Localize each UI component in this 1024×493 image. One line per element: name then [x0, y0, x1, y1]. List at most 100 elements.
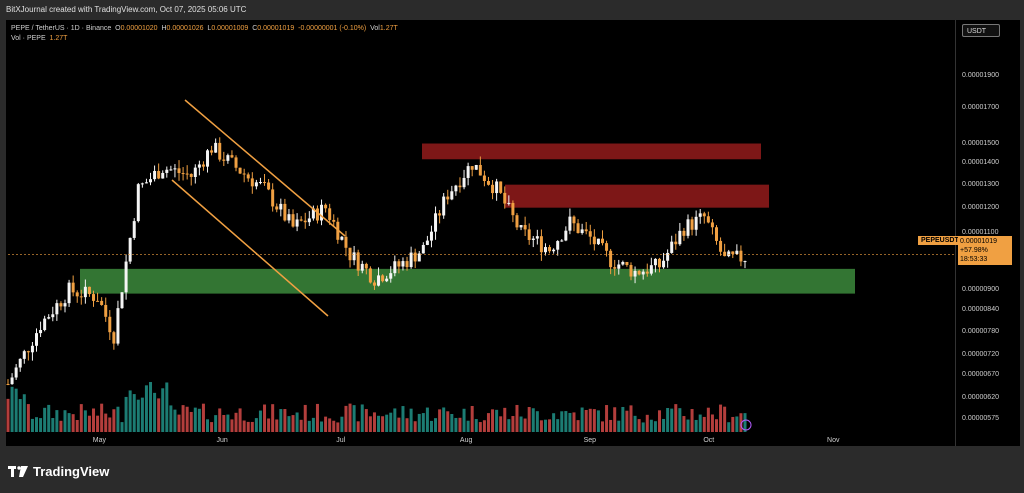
volume-bar: [222, 414, 226, 432]
volume-bar: [96, 415, 100, 432]
candle-body: [576, 223, 580, 234]
month-label: Sep: [583, 437, 597, 444]
volume-bar: [153, 392, 157, 432]
candle-body: [637, 270, 641, 275]
volume-bar: [275, 419, 279, 432]
volume-bar: [568, 412, 572, 432]
volume-bar: [381, 416, 385, 432]
candle-body: [674, 241, 678, 245]
volume-bar: [446, 411, 450, 432]
candle-body: [104, 304, 108, 317]
candle-body: [214, 142, 218, 153]
candle-body: [698, 213, 702, 217]
brand-name: TradingView: [33, 464, 110, 479]
candle-body: [572, 216, 576, 224]
volume-bar: [527, 407, 531, 432]
candle-body: [149, 179, 153, 183]
volume-bar: [320, 421, 324, 432]
volume-bar: [670, 408, 674, 432]
candle-body: [429, 231, 433, 241]
volume-bar: [405, 418, 409, 432]
volume-bar: [140, 397, 144, 432]
volume-bar: [458, 417, 462, 432]
candle-body: [124, 261, 128, 293]
volume-bar: [75, 419, 79, 432]
candle-body: [588, 231, 592, 237]
volume-bar: [727, 422, 731, 432]
candle-body: [230, 155, 234, 158]
legend-close: 0.00001019: [257, 25, 295, 32]
candle-body: [254, 182, 258, 187]
candle-body: [706, 216, 710, 223]
candle-body: [409, 252, 413, 268]
volume-bar: [377, 415, 381, 432]
candle-body: [364, 263, 368, 269]
volume-bar: [254, 418, 258, 432]
volume-bar: [470, 405, 474, 432]
volume-bar: [637, 419, 641, 432]
candle-body: [315, 208, 319, 221]
volume-bar: [108, 417, 112, 432]
candle-body: [531, 238, 535, 240]
month-label: May: [92, 437, 107, 444]
tradingview-logo[interactable]: TradingView: [8, 464, 109, 479]
volume-legend: Vol · PEPE 1.27T: [11, 35, 68, 42]
candle-body: [596, 238, 600, 245]
candle-body: [263, 182, 267, 184]
volume-bar: [523, 418, 527, 432]
candle-body: [144, 182, 148, 184]
candle-body: [201, 164, 205, 167]
candle-body: [295, 219, 299, 227]
currency-selector[interactable]: USDT: [962, 24, 1000, 37]
volume-bar: [584, 409, 588, 432]
volume-bar: [128, 390, 132, 432]
candle-body: [621, 261, 625, 265]
candle-body: [75, 292, 79, 297]
resistance-zone-upper: [422, 143, 761, 160]
candle-body: [482, 175, 486, 181]
volume-bar: [100, 403, 104, 432]
pair-tag: PEPEUSDT: [918, 236, 962, 245]
candle-body: [22, 351, 26, 359]
candle-body: [600, 238, 604, 244]
candle-body: [719, 240, 723, 252]
candle-body: [136, 184, 140, 222]
candle-body: [352, 252, 356, 261]
candle-body: [653, 258, 657, 266]
price-scale[interactable]: [955, 20, 1020, 446]
volume-bar: [258, 410, 262, 432]
candle-body: [714, 227, 718, 241]
volume-bar: [161, 388, 165, 432]
volume-bar: [189, 411, 193, 432]
candle-body: [96, 300, 100, 302]
volume-bar: [26, 404, 30, 432]
candle-body: [6, 383, 10, 385]
candle-body: [206, 150, 210, 167]
volume-bar: [39, 418, 43, 432]
created-by-text: BitXJournal created with TradingView.com…: [6, 5, 247, 14]
legend-low: 0.00001009: [211, 25, 249, 32]
legend-pair: PEPE / TetherUS · 1D · Binance: [11, 25, 112, 32]
candle-body: [560, 240, 564, 242]
candle-body: [515, 215, 519, 228]
candle-body: [405, 261, 409, 268]
candle-body: [503, 192, 507, 204]
candle-body: [100, 300, 104, 305]
volume-bar: [556, 419, 560, 432]
price-axis-label: 0.00001100: [962, 228, 999, 236]
legend-change: -0.00000001 (-0.10%): [298, 25, 367, 32]
volume-bar: [442, 407, 446, 432]
volume-bar: [311, 417, 315, 432]
candle-body: [161, 172, 165, 179]
candle-body: [377, 275, 381, 286]
volume-bar: [503, 407, 507, 432]
chart-panel[interactable]: [6, 20, 955, 446]
volume-bar: [450, 413, 454, 432]
volume-bar: [206, 419, 210, 432]
candle-body: [10, 377, 14, 385]
volume-bar: [201, 403, 205, 432]
candle-body: [686, 219, 690, 236]
volume-bar: [283, 409, 287, 432]
candle-body: [43, 318, 47, 331]
